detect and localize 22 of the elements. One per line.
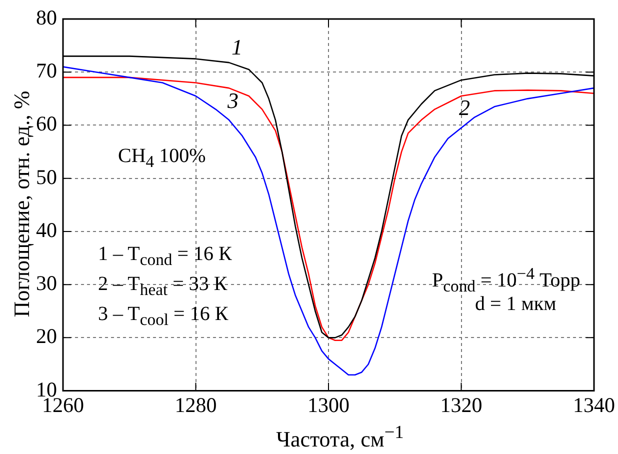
y-tick-label: 80: [36, 6, 57, 30]
y-axis-title: Поглощение, отн. ед., %: [9, 90, 35, 318]
y-tick-label: 70: [36, 58, 57, 83]
annotation: d = 1 мкм: [475, 293, 556, 315]
y-tick-label: 40: [36, 218, 57, 242]
series-label: 3: [226, 88, 238, 113]
y-tick-label: 60: [36, 112, 57, 136]
annotation: 1 – T$_{cond}$ = 16 К: [98, 243, 232, 271]
annotation: P$_{cond}$ = 10$^{−4}$ Торр: [432, 264, 580, 296]
y-tick-label: 30: [36, 271, 57, 296]
series-label: 1: [231, 34, 242, 60]
x-tick-label: 1320: [440, 392, 482, 417]
y-tick-label: 50: [36, 164, 57, 189]
x-tick-label: 1300: [308, 392, 350, 417]
annotation: CH$_{4}$ 100%: [118, 145, 206, 173]
series-label: 2: [459, 95, 470, 120]
x-axis-title: Частота, см$^{−1}$: [276, 422, 404, 452]
x-tick-label: 1280: [174, 392, 217, 417]
y-tick-label: 20: [36, 324, 57, 348]
annotation: 2 – T$_{heat}$ = 33 К: [98, 273, 228, 301]
x-tick-label: 1340: [573, 392, 615, 417]
annotation: 3 – T$_{cool}$ = 16 К: [98, 303, 228, 331]
